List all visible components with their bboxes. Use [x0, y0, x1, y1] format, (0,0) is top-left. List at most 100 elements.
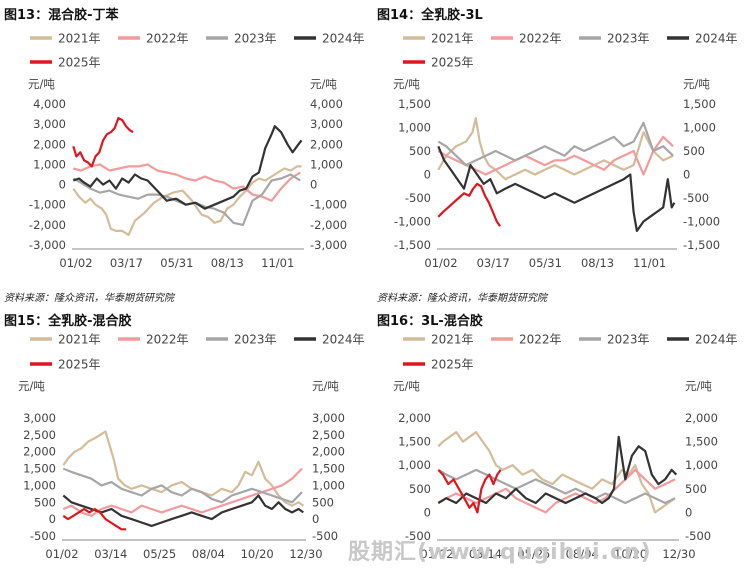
x-tick-label: 11/01	[633, 256, 666, 270]
legend-label: 2023年	[234, 32, 277, 46]
chart-panel-14: 图14：全乳胶-3L 2021年 2022年 2023年 2024年 2025年 元/吨 元…	[373, 0, 747, 305]
y-tick-label-left: 0	[424, 168, 431, 182]
y-tick-label-right: 3,000	[310, 117, 343, 131]
legend-label: 2024年	[695, 32, 738, 46]
series-line	[62, 507, 127, 531]
legend-label: 2022年	[146, 333, 189, 347]
unit-label-left: 元/吨	[393, 77, 420, 91]
y-tick-label-right: 0	[310, 178, 317, 192]
legend-label: 2022年	[519, 333, 562, 347]
y-tick-label-left: 1,500	[23, 462, 56, 476]
y-tick-label-left: 500	[409, 144, 431, 158]
y-tick-label-right: 2,000	[310, 137, 343, 151]
y-tick-label-left: 3,000	[33, 117, 66, 131]
series-line	[437, 435, 678, 505]
x-tick-label: 05/25	[517, 547, 550, 561]
y-tick-label-left: -2,000	[29, 218, 66, 232]
x-tick-label: 01/02	[45, 547, 78, 561]
series-line	[437, 116, 674, 181]
chart-panel-16: 图16：3L-混合胶 2021年 2022年 2023年 2024年 2025年 元/吨 元…	[373, 306, 747, 579]
x-tick-label: 03/17	[110, 256, 143, 270]
x-tick-label: 08/13	[581, 256, 614, 270]
y-tick-label-left: 500	[34, 495, 56, 509]
unit-label-right: 元/吨	[310, 77, 337, 91]
unit-label-right: 元/吨	[683, 77, 710, 91]
y-tick-label-right: -500	[312, 529, 338, 543]
legend-label: 2022年	[519, 32, 562, 46]
y-tick-label-right: -1,500	[683, 238, 720, 252]
y-tick-label-left: 2,500	[23, 428, 56, 442]
chart-panel-15: 图15：全乳胶-混合胶 2021年 2022年 2023年 2024年 2025年 元/吨…	[0, 306, 373, 579]
y-tick-label-left: -1,000	[29, 198, 66, 212]
x-tick-label: 08/04	[192, 547, 225, 561]
y-tick-label-right: 3,000	[312, 411, 345, 425]
legend-label: 2022年	[146, 32, 189, 46]
legend-label: 2021年	[58, 32, 101, 46]
x-tick-label: 03/17	[477, 256, 510, 270]
y-tick-label-right: 0	[685, 505, 692, 519]
series-line	[437, 469, 502, 514]
chart-title: 图15：全乳胶-混合胶	[4, 314, 132, 329]
x-tick-label: 10/20	[614, 547, 647, 561]
y-tick-label-right: -500	[683, 191, 709, 205]
y-tick-label-right: 2,000	[685, 411, 718, 425]
y-tick-label-left: -500	[405, 191, 431, 205]
y-tick-label-left: 1,500	[398, 97, 431, 111]
series-line	[72, 116, 134, 168]
y-tick-label-right: 500	[312, 495, 334, 509]
x-tick-label: 12/30	[662, 547, 695, 561]
unit-label-right: 元/吨	[312, 379, 339, 393]
series-line	[437, 145, 676, 232]
y-tick-label-left: 1,000	[33, 157, 66, 171]
chart-title: 图16：3L-混合胶	[377, 314, 483, 329]
y-tick-label-left: 1,500	[398, 435, 431, 449]
legend-label: 2021年	[58, 333, 101, 347]
legend-label: 2025年	[58, 358, 101, 372]
y-tick-label-right: 0	[312, 512, 319, 526]
y-tick-label-right: -3,000	[310, 238, 347, 252]
y-tick-label-right: 1,500	[683, 97, 716, 111]
y-tick-label-right: 2,000	[312, 445, 345, 459]
series-line	[62, 467, 303, 517]
y-tick-label-left: -500	[405, 529, 431, 543]
y-tick-label-right: 1,500	[312, 462, 345, 476]
x-tick-label: 05/31	[160, 256, 193, 270]
x-tick-label: 01/02	[424, 256, 457, 270]
y-tick-label-right: 1,000	[685, 458, 718, 472]
y-tick-label-left: 500	[409, 482, 431, 496]
legend-label: 2023年	[607, 333, 650, 347]
chart-title: 图13：混合胶-丁苯	[4, 8, 119, 23]
y-tick-label-right: 1,000	[312, 478, 345, 492]
series-line	[72, 125, 303, 210]
y-tick-label-left: -500	[30, 529, 56, 543]
series-line	[437, 431, 676, 514]
chart-title: 图14：全乳胶-3L	[377, 8, 483, 23]
chart-source: 资料来源：隆众资讯，华泰期货研究院	[377, 293, 547, 304]
series-line	[437, 121, 674, 167]
y-tick-label-right: -500	[685, 529, 711, 543]
legend-label: 2025年	[431, 358, 474, 372]
y-tick-label-left: 1,000	[398, 121, 431, 135]
y-tick-label-left: 0	[59, 178, 66, 192]
y-tick-label-left: 0	[424, 505, 431, 519]
legend-label: 2024年	[322, 333, 365, 347]
x-tick-label: 08/13	[211, 256, 244, 270]
legend-label: 2024年	[695, 333, 738, 347]
y-tick-label-right: 500	[685, 482, 707, 496]
chart-panel-13: 图13：混合胶-丁苯 2021年 2022年 2023年 2024年 2025年 元/吨 元…	[0, 0, 373, 305]
legend-label: 2024年	[322, 32, 365, 46]
legend-label: 2021年	[431, 32, 474, 46]
y-tick-label-left: -3,000	[29, 238, 66, 252]
y-tick-label-left: 4,000	[33, 97, 66, 111]
series-line	[73, 163, 301, 202]
series-line	[62, 467, 303, 504]
legend-label: 2025年	[58, 56, 101, 70]
y-tick-label-right: 4,000	[310, 97, 343, 111]
chart-source: 资料来源：隆众资讯，华泰期货研究院	[4, 293, 174, 304]
y-tick-label-right: 1,500	[685, 435, 718, 449]
x-tick-label: 01/02	[59, 256, 92, 270]
unit-label-left: 元/吨	[28, 77, 55, 91]
